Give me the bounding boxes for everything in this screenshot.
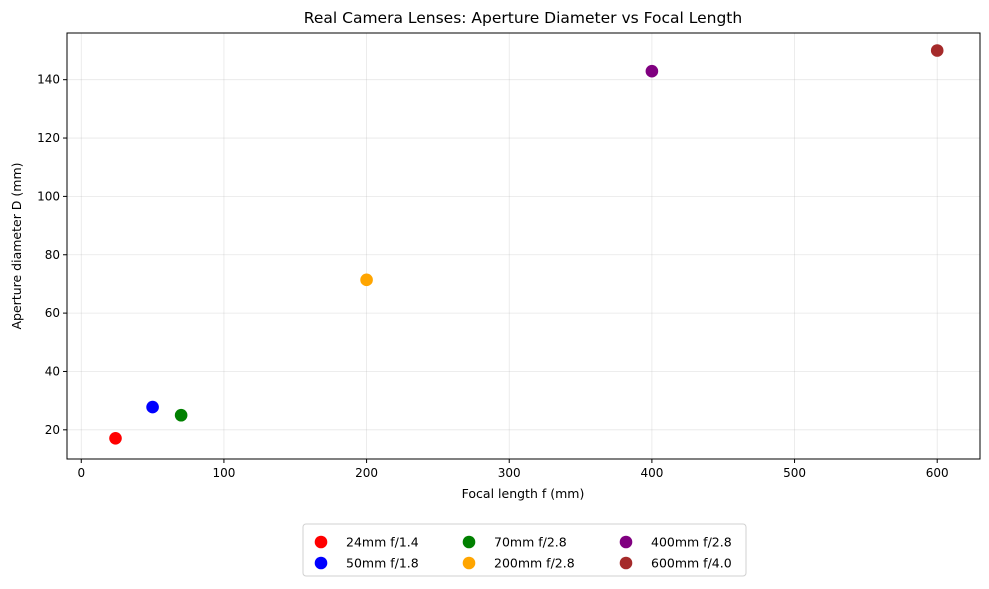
- legend-label: 200mm f/2.8: [494, 556, 575, 571]
- legend-marker: [462, 556, 476, 570]
- data-point: [645, 64, 659, 78]
- legend-marker: [619, 535, 633, 549]
- x-axis-label: Focal length f (mm): [462, 486, 585, 501]
- legend-label: 600mm f/4.0: [651, 556, 732, 571]
- legend-item: 70mm f/2.8: [462, 535, 567, 550]
- plot-frame: [66, 32, 981, 460]
- data-point: [146, 400, 159, 414]
- legend-marker: [619, 556, 633, 570]
- y-tick-label: 20: [45, 423, 60, 437]
- y-tick-label: 40: [45, 364, 60, 378]
- data-point: [109, 431, 122, 445]
- grid: [67, 33, 980, 459]
- legend-item: 600mm f/4.0: [619, 556, 732, 571]
- x-tick-label: 600: [926, 466, 949, 480]
- legend-label: 24mm f/1.4: [346, 535, 419, 550]
- legend-marker: [314, 556, 328, 570]
- legend-item: 24mm f/1.4: [314, 535, 419, 550]
- legend: 24mm f/1.4 50mm f/1.8 70mm f/2.8 200mm f/2.…: [302, 523, 747, 577]
- axis-ticks: 0 100 200 300 400 500 600 20 40 60 80 100 120 140: [37, 73, 949, 480]
- x-tick-label: 400: [640, 466, 663, 480]
- x-tick-label: 300: [498, 466, 521, 480]
- legend-item: 200mm f/2.8: [462, 556, 575, 571]
- x-tick-label: 200: [355, 466, 378, 480]
- legend-marker: [462, 535, 476, 549]
- x-tick-label: 100: [212, 466, 235, 480]
- data-point: [360, 273, 373, 287]
- chart-title: Real Camera Lenses: Aperture Diameter vs…: [304, 9, 742, 27]
- legend-frame: [302, 523, 747, 577]
- y-tick-label: 100: [37, 189, 60, 203]
- data-points: [109, 44, 944, 445]
- legend-label: 50mm f/1.8: [346, 556, 419, 571]
- y-axis-label: Aperture diameter D (mm): [9, 162, 24, 329]
- y-tick-label: 60: [45, 306, 60, 320]
- data-point: [930, 44, 944, 57]
- x-tick-label: 0: [77, 466, 85, 480]
- y-tick-label: 120: [37, 131, 60, 145]
- x-tick-label: 500: [783, 466, 806, 480]
- legend-marker: [314, 535, 328, 549]
- y-tick-label: 140: [37, 73, 60, 87]
- data-point: [174, 408, 188, 422]
- legend-label: 400mm f/2.8: [651, 535, 732, 550]
- legend-label: 70mm f/2.8: [494, 535, 567, 550]
- y-tick-label: 80: [45, 248, 60, 262]
- legend-item: 50mm f/1.8: [314, 556, 419, 571]
- legend-item: 400mm f/2.8: [619, 535, 732, 550]
